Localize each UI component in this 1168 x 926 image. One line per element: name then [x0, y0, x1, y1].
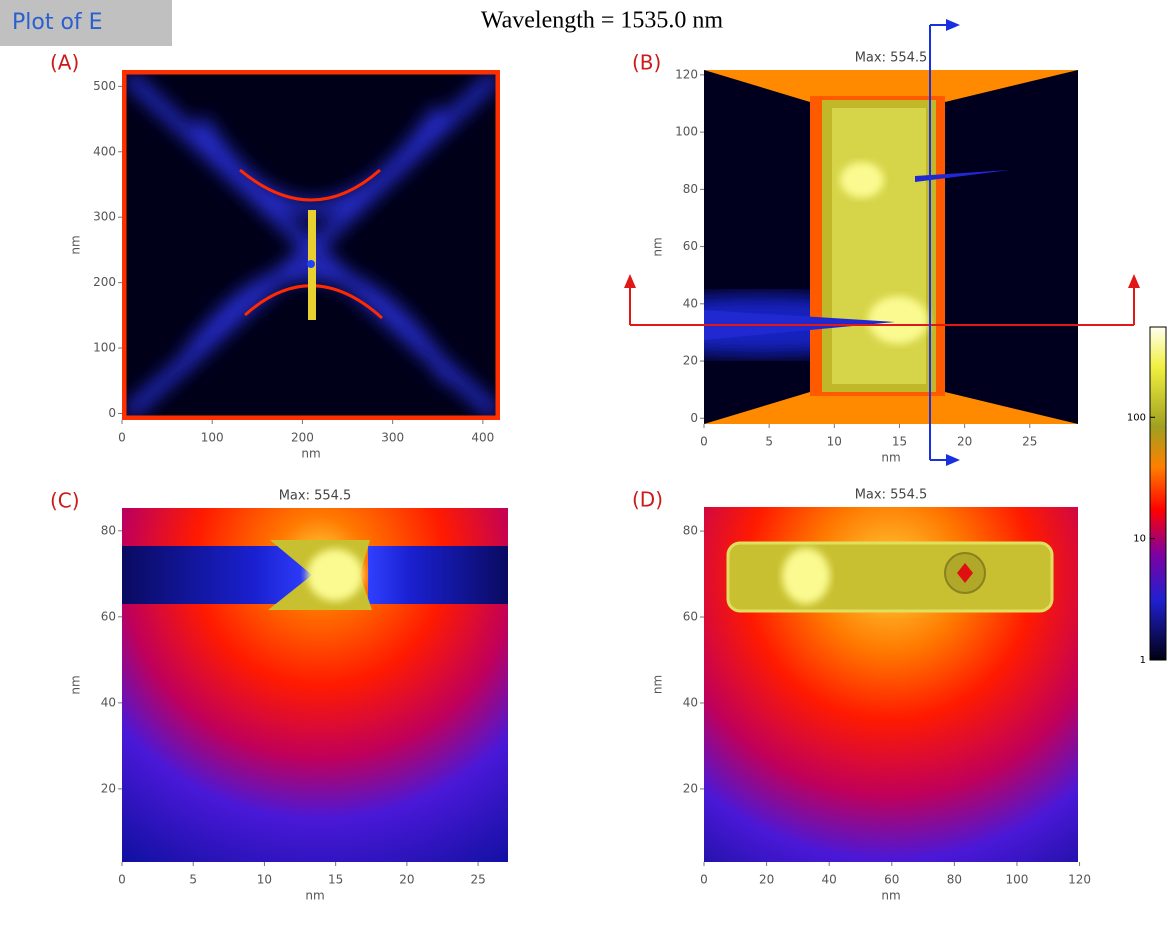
colorbar-tick-label: 100 — [1127, 412, 1146, 423]
y-tick-label: 60 — [683, 610, 698, 624]
field-map-b — [704, 70, 1078, 424]
x-tick-label: 15 — [892, 435, 907, 449]
page-title: Wavelength = 1535.0 nm — [481, 8, 724, 34]
y-axis-label: nm — [69, 235, 83, 254]
x-tick-label: 0 — [700, 873, 708, 887]
y-tick-label: 500 — [93, 79, 116, 93]
x-tick-label: 20 — [399, 873, 414, 887]
y-tick-label: 60 — [683, 239, 698, 253]
y-tick-label: 20 — [101, 781, 116, 795]
y-tick-label: 40 — [101, 695, 116, 709]
y-tick-label: 200 — [93, 275, 116, 289]
field-map-d — [704, 507, 1078, 862]
x-tick-label: 25 — [470, 873, 485, 887]
y-tick-label: 80 — [683, 524, 698, 538]
field-map-c — [122, 508, 508, 862]
y-tick-label: 40 — [683, 695, 698, 709]
y-tick-label: 60 — [101, 609, 116, 623]
x-tick-label: 5 — [189, 873, 197, 887]
y-tick-label: 80 — [101, 523, 116, 537]
y-tick-label: 120 — [675, 67, 698, 81]
colorbar — [1149, 326, 1167, 661]
panel-label: (C) — [50, 489, 80, 513]
arrowhead — [946, 454, 960, 466]
x-tick-label: 0 — [118, 431, 126, 445]
y-tick-label: 100 — [675, 125, 698, 139]
x-tick-label: 5 — [765, 435, 773, 449]
x-tick-label: 80 — [947, 873, 962, 887]
x-axis-label: nm — [305, 889, 324, 903]
panel-title: Max: 554.5 — [855, 488, 928, 503]
x-tick-label: 100 — [1006, 873, 1029, 887]
y-axis-label: nm — [651, 237, 665, 256]
panel-title: Max: 554.5 — [279, 489, 352, 504]
x-tick-label: 0 — [700, 435, 708, 449]
x-axis-label: nm — [881, 451, 900, 465]
arrowhead — [624, 274, 636, 288]
y-tick-label: 80 — [683, 182, 698, 196]
button-bg[interactable] — [0, 0, 172, 46]
plot-button[interactable]: Plot of E — [12, 10, 103, 35]
x-tick-label: 60 — [884, 873, 899, 887]
x-tick-label: 200 — [291, 431, 314, 445]
panel-label: (D) — [632, 488, 663, 512]
panel-title: Max: 554.5 — [855, 51, 928, 66]
x-tick-label: 40 — [822, 873, 837, 887]
x-tick-label: 15 — [328, 873, 343, 887]
y-tick-label: 400 — [93, 144, 116, 158]
y-tick-label: 300 — [93, 210, 116, 224]
arrowhead — [946, 19, 960, 31]
x-tick-label: 10 — [827, 435, 842, 449]
panel-label: (A) — [50, 51, 79, 75]
x-tick-label: 20 — [957, 435, 972, 449]
colorbar-tick-label: 1 — [1140, 655, 1146, 666]
x-tick-label: 120 — [1068, 873, 1091, 887]
y-tick-label: 20 — [683, 781, 698, 795]
y-tick-label: 100 — [93, 341, 116, 355]
field-map-a — [122, 70, 500, 420]
x-tick-label: 20 — [759, 873, 774, 887]
y-tick-label: 20 — [683, 354, 698, 368]
y-axis-label: nm — [69, 675, 83, 694]
x-tick-label: 25 — [1022, 435, 1037, 449]
x-tick-label: 400 — [471, 431, 494, 445]
x-tick-label: 10 — [257, 873, 272, 887]
panel-label: (B) — [632, 51, 661, 75]
y-tick-label: 40 — [683, 296, 698, 310]
x-axis-label: nm — [881, 889, 900, 903]
x-tick-label: 100 — [201, 431, 224, 445]
x-tick-label: 0 — [118, 873, 126, 887]
x-axis-label: nm — [301, 447, 320, 461]
colorbar-tick-label: 10 — [1133, 534, 1146, 545]
y-tick-label: 0 — [690, 411, 698, 425]
y-axis-label: nm — [651, 675, 665, 694]
x-tick-label: 300 — [381, 431, 404, 445]
y-tick-label: 0 — [108, 406, 116, 420]
arrowhead — [1128, 274, 1140, 288]
